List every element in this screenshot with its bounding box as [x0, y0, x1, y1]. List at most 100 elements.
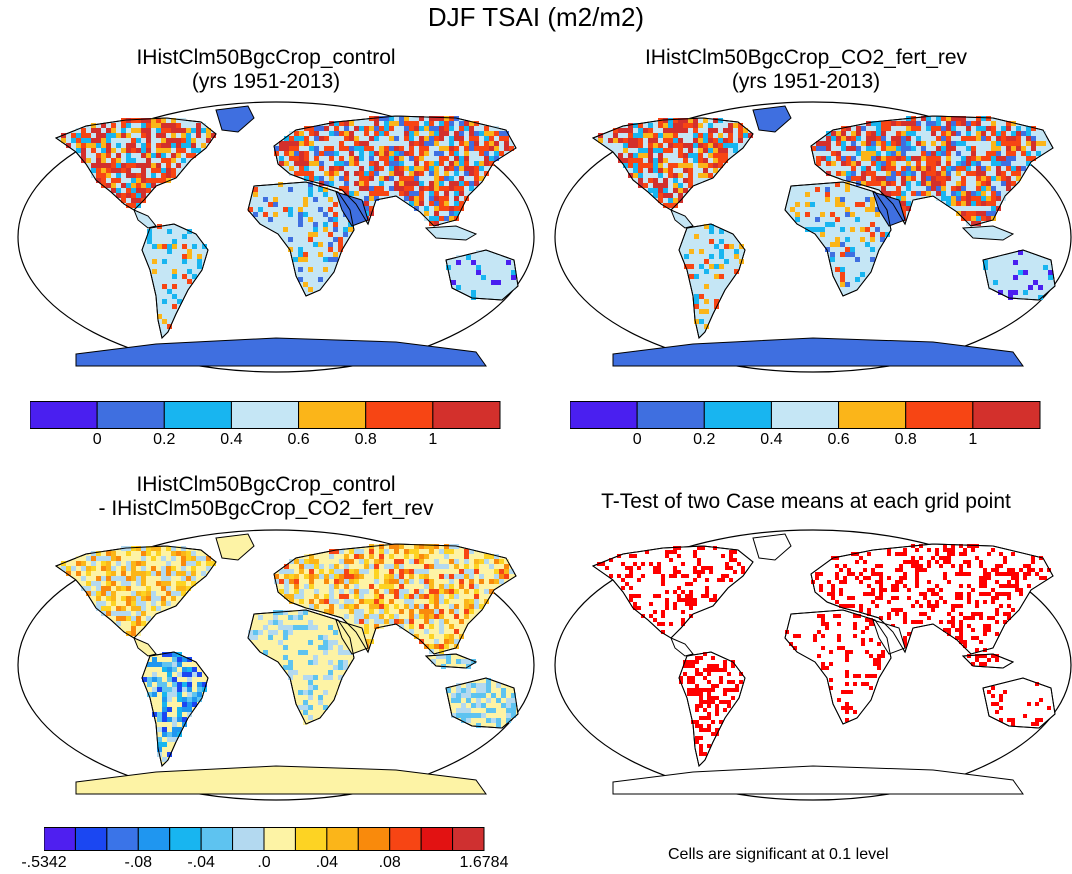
grid-cell — [678, 118, 683, 123]
grid-cell — [481, 713, 486, 718]
grid-cell — [299, 599, 304, 604]
grid-cell — [444, 634, 449, 639]
grid-cell — [966, 161, 971, 166]
grid-cell — [941, 131, 946, 136]
grid-cell — [449, 549, 454, 554]
grid-cell — [96, 581, 101, 586]
grid-cell — [1003, 612, 1007, 616]
grid-cell — [349, 136, 354, 141]
grid-cell — [1031, 722, 1035, 726]
grid-cell — [379, 559, 384, 564]
grid-cell — [931, 556, 935, 560]
grid-cell — [409, 121, 414, 126]
grid-cell — [494, 126, 499, 131]
grid-cell — [328, 640, 333, 645]
grid-cell — [171, 546, 176, 551]
grid-cell — [887, 600, 891, 604]
grid-cell — [419, 171, 424, 176]
grid-cell — [476, 713, 481, 718]
grid-cell — [177, 657, 182, 662]
grid-cell — [283, 227, 288, 232]
grid-cell — [459, 569, 464, 574]
grid-cell — [314, 131, 319, 136]
grid-cell — [479, 156, 484, 161]
grid-cell — [459, 584, 464, 589]
grid-cell — [847, 568, 851, 572]
grid-cell — [146, 148, 151, 153]
grid-cell — [851, 171, 856, 176]
grid-cell — [399, 151, 404, 156]
grid-cell — [279, 161, 284, 166]
grid-cell — [328, 217, 333, 222]
grid-cell — [186, 128, 191, 133]
grid-cell — [176, 576, 181, 581]
grid-cell — [1007, 584, 1011, 588]
grid-cell — [369, 549, 374, 554]
grid-cell — [648, 133, 653, 138]
grid-cell — [394, 156, 399, 161]
grid-cell — [424, 544, 429, 549]
grid-cell — [947, 552, 951, 556]
grid-cell — [605, 566, 609, 570]
grid-cell — [314, 166, 319, 171]
grid-cell — [434, 569, 439, 574]
grid-cell — [439, 599, 444, 604]
grid-cell — [976, 156, 981, 161]
grid-cell — [1015, 584, 1019, 588]
grid-cell — [926, 186, 931, 191]
grid-cell — [439, 131, 444, 136]
grid-cell — [399, 191, 404, 196]
grid-cell — [673, 183, 678, 188]
grid-cell — [379, 604, 384, 609]
grid-cell — [821, 622, 825, 626]
grid-cell — [986, 186, 991, 191]
grid-cell — [278, 640, 283, 645]
grid-cell — [314, 161, 319, 166]
grid-cell — [172, 244, 177, 249]
grid-cell — [476, 693, 481, 698]
grid-cell — [389, 599, 394, 604]
grid-cell — [81, 561, 86, 566]
grid-cell — [986, 201, 991, 206]
grid-cell — [715, 704, 719, 708]
grid-cell — [506, 718, 511, 723]
grid-cell — [971, 628, 975, 632]
grid-cell — [891, 146, 896, 151]
grid-cell — [891, 166, 896, 171]
grid-cell — [486, 688, 491, 693]
land-masses — [54, 105, 519, 367]
grid-cell — [996, 171, 1001, 176]
grid-cell — [1027, 564, 1031, 568]
grid-cell — [379, 146, 384, 151]
grid-cell — [298, 625, 303, 630]
grid-cell — [96, 143, 101, 148]
landmass-central-america — [133, 209, 157, 229]
grid-cell — [976, 196, 981, 201]
grid-cell — [424, 136, 429, 141]
grid-cell — [628, 168, 633, 173]
grid-cell — [693, 123, 698, 128]
grid-cell — [459, 151, 464, 156]
grid-cell — [298, 217, 303, 222]
grid-cell — [648, 128, 653, 133]
grid-cell — [76, 138, 81, 143]
grid-cell — [484, 161, 489, 166]
grid-cell — [871, 568, 875, 572]
grid-cell — [1031, 146, 1036, 151]
grid-cell — [304, 604, 309, 609]
grid-cell — [308, 705, 313, 710]
grid-cell — [258, 615, 263, 620]
grid-cell — [354, 191, 359, 196]
grid-cell — [329, 564, 334, 569]
grid-cell — [705, 594, 709, 598]
grid-cell — [414, 554, 419, 559]
grid-cell — [464, 574, 469, 579]
grid-cell — [136, 183, 141, 188]
grid-cell — [1038, 285, 1043, 290]
grid-cell — [106, 571, 111, 576]
grid-cell — [665, 602, 669, 606]
grid-cell — [707, 716, 711, 720]
grid-cell — [971, 146, 976, 151]
grid-cell — [846, 146, 851, 151]
grid-cell — [941, 186, 946, 191]
